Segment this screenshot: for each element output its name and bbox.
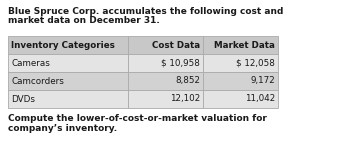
Bar — [203, 72, 278, 90]
Text: Cameras: Cameras — [11, 59, 50, 67]
Text: market data on December 31.: market data on December 31. — [8, 16, 160, 25]
Text: Market Data: Market Data — [214, 40, 275, 50]
Text: $ 10,958: $ 10,958 — [161, 59, 200, 67]
Text: 11,042: 11,042 — [245, 95, 275, 104]
Text: Compute the lower-of-cost-or-market valuation for: Compute the lower-of-cost-or-market valu… — [8, 114, 267, 123]
Text: Camcorders: Camcorders — [11, 76, 64, 85]
Bar — [8, 54, 128, 72]
Text: 8,852: 8,852 — [175, 76, 200, 85]
Bar — [8, 36, 128, 54]
Text: 9,172: 9,172 — [250, 76, 275, 85]
Bar — [203, 54, 278, 72]
Text: Blue Spruce Corp. accumulates the following cost and: Blue Spruce Corp. accumulates the follow… — [8, 7, 284, 16]
Bar — [128, 72, 203, 90]
Bar — [203, 36, 278, 54]
Bar — [128, 54, 203, 72]
Bar — [128, 36, 203, 54]
Text: $ 12,058: $ 12,058 — [236, 59, 275, 67]
Text: DVDs: DVDs — [11, 95, 35, 104]
Bar — [8, 72, 128, 90]
Text: Cost Data: Cost Data — [152, 40, 200, 50]
Text: company’s inventory.: company’s inventory. — [8, 124, 117, 133]
Bar — [203, 90, 278, 108]
Bar — [8, 90, 128, 108]
Bar — [128, 90, 203, 108]
Text: Inventory Categories: Inventory Categories — [11, 40, 115, 50]
Text: 12,102: 12,102 — [170, 95, 200, 104]
